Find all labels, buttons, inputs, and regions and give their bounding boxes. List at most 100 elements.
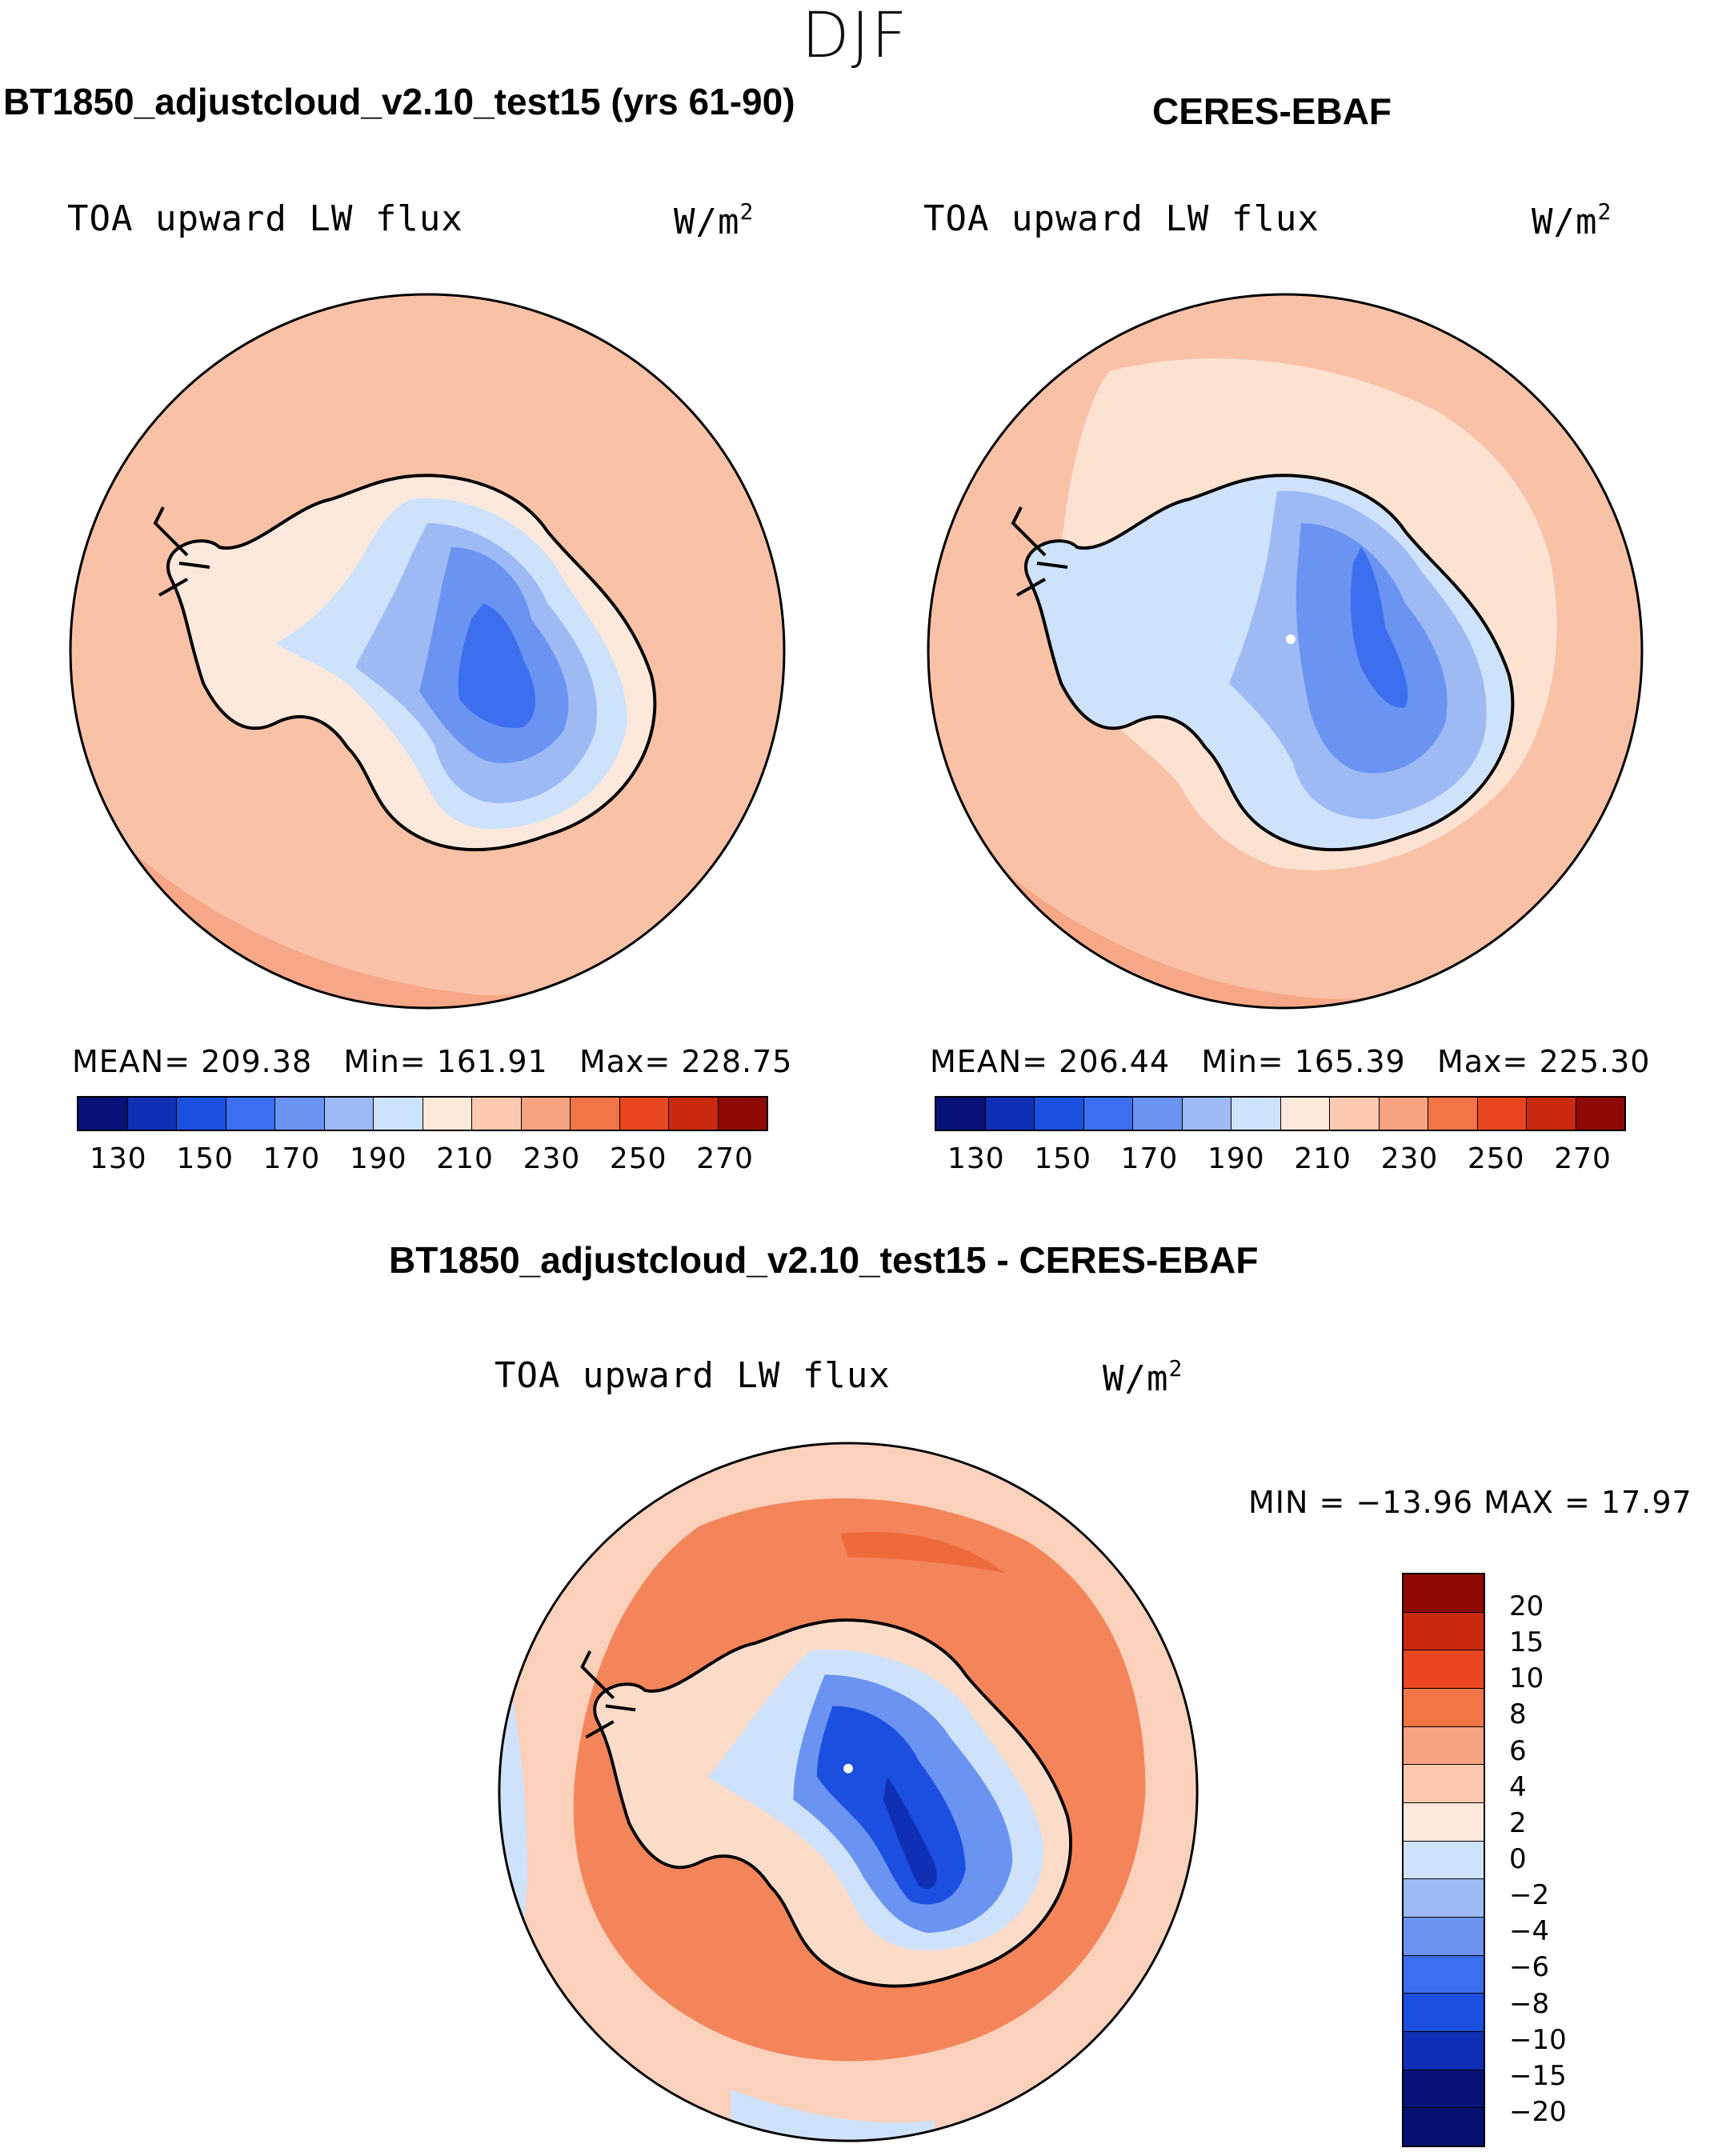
- colorbar-tick-label: 4: [1509, 1770, 1527, 1803]
- colorbar-swatch: [571, 1098, 620, 1130]
- obs-units-label: W/m2: [1532, 198, 1612, 242]
- season-title: DJF: [801, 0, 909, 72]
- ocean-high-band: [928, 787, 1642, 1008]
- obs-variable-label: TOA upward LW flux: [923, 198, 1320, 239]
- diff-panel-title: BT1850_adjustcloud_v2.10_test15 - CERES-…: [389, 1239, 1259, 1281]
- colorbar-tick-label: 150: [1034, 1142, 1092, 1175]
- model-colorbar-ticks: 130 150 170 190 210 230 250 270: [90, 1142, 754, 1175]
- colorbar-swatch: [1231, 1098, 1281, 1130]
- map-boundary: [498, 1442, 1199, 2142]
- colorbar-swatch: [324, 1098, 374, 1130]
- diff-colorbar: [1402, 1573, 1485, 2147]
- colorbar-swatch: [1404, 2070, 1484, 2109]
- anomaly-neg-15: [883, 1776, 937, 1889]
- colorbar-tick-label: −4: [1509, 1915, 1550, 1948]
- colorbar-tick-label: 6: [1509, 1734, 1527, 1767]
- diff-minmax: MIN = −13.96 MAX = 17.97: [1248, 1485, 1692, 1520]
- negative-anomaly-south: [731, 2089, 935, 2142]
- colorbar-tick-label: −8: [1509, 1987, 1550, 2020]
- colorbar-swatch: [1404, 1955, 1484, 1994]
- colorbar-tick-label: 130: [90, 1142, 147, 1175]
- colorbar-tick-label: −15: [1509, 2059, 1567, 2092]
- obs-colorbar-ticks: 130 150 170 190 210 230 250 270: [947, 1142, 1612, 1175]
- colorbar-swatch: [1404, 1612, 1484, 1651]
- colorbar-swatch: [1477, 1098, 1527, 1130]
- colorbar-tick-label: 150: [176, 1142, 234, 1175]
- colorbar-swatch: [1404, 2108, 1484, 2146]
- colorbar-tick-label: −10: [1509, 2023, 1567, 2056]
- map-boundary: [69, 293, 786, 1010]
- colorbar-swatch: [1182, 1098, 1231, 1130]
- colorbar-tick-label: 250: [1467, 1142, 1525, 1175]
- colorbar-tick-label: 210: [1294, 1142, 1352, 1175]
- colorbar-swatch: [1404, 1994, 1484, 2033]
- colorbar-swatch: [422, 1098, 472, 1130]
- peninsula-coast: [1011, 506, 1068, 597]
- colorbar-tick-label: 170: [1120, 1142, 1179, 1175]
- model-polar-map: [69, 293, 786, 1010]
- colorbar-swatch: [1428, 1098, 1478, 1130]
- colorbar-tick-label: 15: [1509, 1626, 1544, 1659]
- colorbar-swatch: [1083, 1098, 1133, 1130]
- positive-anomaly-peak: [840, 1531, 1005, 1574]
- colorbar-swatch: [1404, 2032, 1484, 2070]
- colorbar-swatch: [1404, 1803, 1484, 1842]
- pole-hole: [843, 1763, 853, 1774]
- colorbar-swatch: [985, 1098, 1035, 1130]
- colorbar-tick-label: 20: [1509, 1590, 1544, 1622]
- model-variable-label: TOA upward LW flux: [67, 198, 463, 239]
- pole-hole: [1286, 634, 1296, 644]
- colorbar-swatch: [1379, 1098, 1428, 1130]
- map-boundary: [927, 293, 1644, 1010]
- peninsula-coast: [153, 506, 210, 597]
- colorbar-swatch: [1404, 1726, 1484, 1766]
- model-colorbar: [77, 1096, 768, 1131]
- colorbar-swatch: [472, 1098, 522, 1130]
- colorbar-swatch: [1330, 1098, 1380, 1130]
- ocean-high-band: [70, 787, 784, 1008]
- colorbar-tick-label: 270: [1554, 1142, 1612, 1175]
- colorbar-swatch: [1404, 1650, 1484, 1690]
- colorbar-swatch: [374, 1098, 423, 1130]
- colorbar-tick-label: 250: [609, 1142, 667, 1175]
- colorbar-tick-label: 130: [947, 1142, 1005, 1175]
- colorbar-swatch: [1133, 1098, 1183, 1130]
- ocean-edge-patch: [70, 387, 99, 515]
- colorbar-swatch: [226, 1098, 275, 1130]
- diff-polar-map: [498, 1442, 1199, 2142]
- colorbar-swatch: [619, 1098, 669, 1130]
- colorbar-tick-label: 190: [349, 1142, 407, 1175]
- colorbar-tick-label: 230: [523, 1142, 581, 1175]
- colorbar-swatch: [1576, 1098, 1624, 1130]
- diff-variable-label: TOA upward LW flux: [495, 1355, 891, 1396]
- colorbar-tick-label: −2: [1509, 1879, 1550, 1912]
- colorbar-swatch: [177, 1098, 226, 1130]
- colorbar-swatch: [1404, 1689, 1484, 1727]
- obs-colorbar: [935, 1096, 1626, 1131]
- ice-zone-150: [458, 603, 535, 728]
- obs-polar-map: [927, 293, 1644, 1010]
- colorbar-swatch: [1035, 1098, 1084, 1130]
- model-units-label: W/m2: [674, 198, 755, 242]
- obs-stats: MEAN= 206.44 Min= 165.39 Max= 225.30: [930, 1044, 1651, 1079]
- colorbar-swatch: [669, 1098, 719, 1130]
- colorbar-swatch: [78, 1098, 128, 1130]
- colorbar-tick-label: −6: [1509, 1951, 1550, 1984]
- colorbar-tick-label: 10: [1509, 1662, 1544, 1695]
- colorbar-tick-label: 0: [1509, 1842, 1527, 1875]
- colorbar-tick-label: 8: [1509, 1698, 1527, 1731]
- colorbar-tick-label: 210: [436, 1142, 494, 1175]
- ice-zone-160: [1351, 547, 1408, 708]
- colorbar-swatch: [1404, 1879, 1484, 1918]
- colorbar-swatch: [1527, 1098, 1576, 1130]
- colorbar-swatch: [936, 1098, 986, 1130]
- colorbar-tick-label: 190: [1207, 1142, 1265, 1175]
- antarctica-coastline: [593, 1618, 1072, 1988]
- colorbar-tick-label: 2: [1509, 1806, 1527, 1839]
- diff-colorbar-labels: 20 15 10 8 6 4 2 0 −2 −4 −6 −8 −10 −15 −20: [1509, 1590, 1567, 2128]
- peninsula-coast: [580, 1650, 636, 1739]
- colorbar-swatch: [718, 1098, 767, 1130]
- model-stats: MEAN= 209.38 Min= 161.91 Max= 228.75: [72, 1044, 793, 1079]
- model-panel-title: BT1850_adjustcloud_v2.10_test15 (yrs 61-…: [3, 81, 795, 122]
- colorbar-swatch: [275, 1098, 325, 1130]
